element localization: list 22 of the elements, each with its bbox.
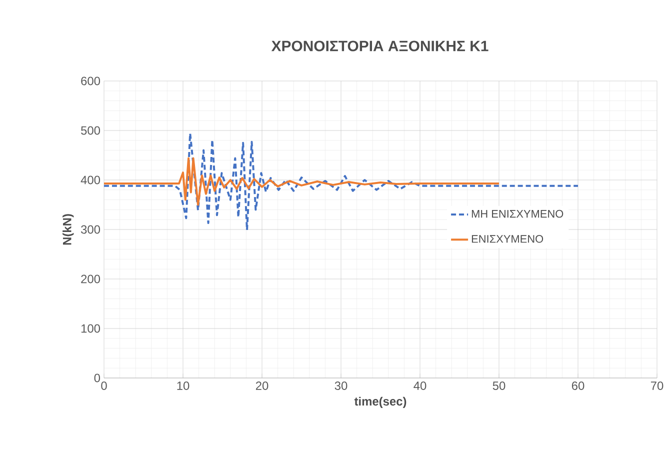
x-tick-label: 60	[572, 382, 584, 390]
y-tick-label: 200	[81, 274, 100, 284]
y-tick-label: 100	[81, 324, 100, 333]
y-tick-label: 0	[94, 374, 100, 382]
x-tick-label: 30	[334, 382, 348, 390]
x-tick-label: 20	[256, 382, 268, 390]
y-axis-title: N(kN)	[62, 214, 74, 245]
y-tick-label: 600	[81, 76, 100, 86]
y-tick-label: 400	[80, 176, 100, 184]
line-series	[104, 157, 500, 206]
chart-title: ΧΡΟΝΟΙΣΤΟΡΙΑ ΑΞΟΝΙΚΗΣ Κ1	[271, 40, 488, 52]
x-tick-label: 70	[650, 382, 664, 390]
x-tick-label: 50	[492, 382, 506, 390]
y-tick-label: 500	[81, 126, 100, 135]
legend-label: ΜΗ ΕΝΙΣΧΥΜΕΝΟ	[472, 210, 564, 218]
x-tick-label: 10	[177, 382, 190, 390]
legend-label: ΕΝΙΣΧΥΜΕΝΟ	[472, 235, 544, 243]
x-tick-label: 0	[101, 382, 107, 390]
y-tick-label: 300	[80, 225, 100, 234]
line-series	[104, 132, 579, 231]
x-axis-title: time(sec)	[354, 396, 406, 408]
x-tick-label: 40	[414, 382, 426, 390]
